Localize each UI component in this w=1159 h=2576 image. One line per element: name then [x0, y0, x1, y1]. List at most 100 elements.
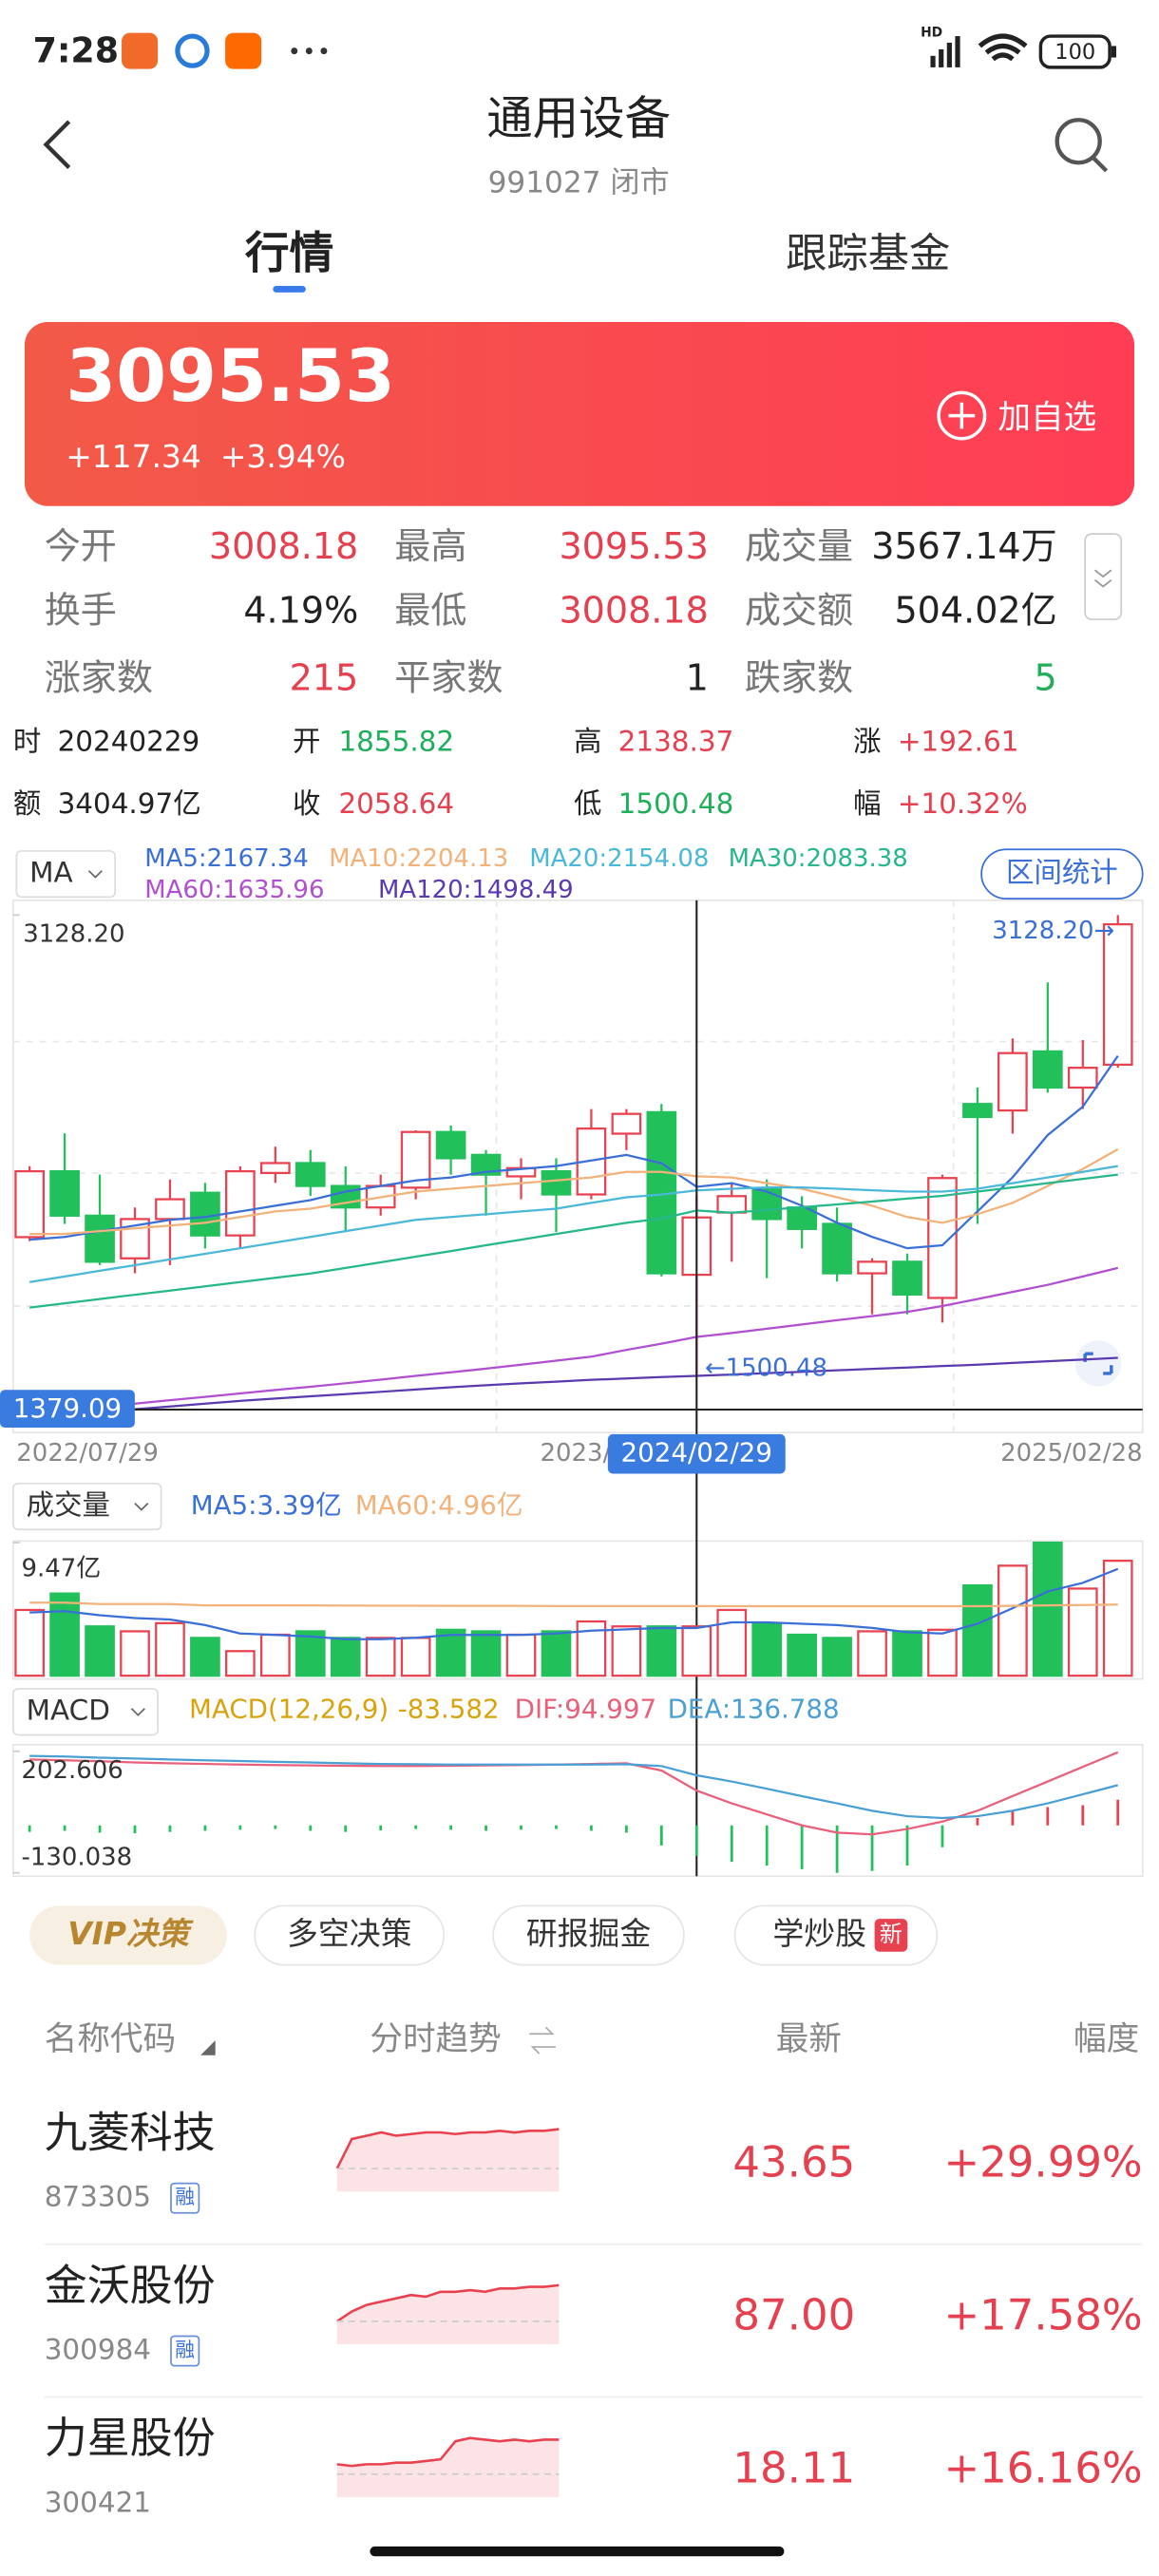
- indicator-selector[interactable]: [15, 850, 116, 899]
- stock-change: +29.99%: [943, 2137, 1142, 2188]
- macd-title: MACD(12,26,9): [189, 1694, 389, 1725]
- search-button[interactable]: [1054, 118, 1102, 165]
- price-panel: [11, 899, 1144, 1434]
- candle-body: [120, 1218, 150, 1260]
- info-label: 额: [13, 787, 41, 820]
- ma-line: [28, 1165, 1118, 1283]
- add-watchlist[interactable]: 加自选: [998, 399, 1096, 437]
- list-header[interactable]: 名称代码: [45, 2020, 176, 2058]
- stock-name[interactable]: 金沃股份: [45, 2260, 216, 2310]
- stat-value: 3567.14万: [871, 525, 1056, 567]
- candle-body: [225, 1169, 256, 1237]
- stat-label: 跌家数: [745, 657, 853, 699]
- volume-bar: [470, 1630, 502, 1677]
- volume-bar: [155, 1621, 185, 1677]
- list-header[interactable]: 分时趋势: [370, 2020, 501, 2058]
- info-value: 1855.82: [338, 725, 454, 757]
- switch-icon: [529, 2026, 556, 2055]
- volume-bar: [822, 1637, 852, 1677]
- macd-plot: [28, 1751, 1120, 1873]
- volume-bar: [1102, 1560, 1133, 1677]
- sparkline-area: [336, 2284, 560, 2345]
- indicator-name: 成交量: [27, 1489, 110, 1522]
- home-indicator: [370, 2546, 785, 2557]
- indicator-selector[interactable]: [11, 1688, 159, 1736]
- price-percent: +3.94%: [220, 438, 346, 475]
- battery-tip: [1111, 46, 1117, 58]
- candle-body: [1102, 922, 1133, 1067]
- sparkline: [336, 2436, 560, 2468]
- volume-bar: [14, 1608, 45, 1677]
- info-label: 时: [13, 725, 41, 757]
- stock-name[interactable]: 九菱科技: [45, 2107, 216, 2157]
- volume-bar: [716, 1608, 748, 1677]
- list-header[interactable]: 幅度: [1074, 2020, 1139, 2058]
- candle-body: [857, 1260, 887, 1275]
- indicator-name: MA: [29, 857, 73, 889]
- back-button[interactable]: [43, 120, 71, 169]
- app-icon: [122, 32, 159, 69]
- volume-bar: [611, 1625, 642, 1677]
- decision-button[interactable]: [492, 1904, 685, 1966]
- volume-bar: [225, 1650, 256, 1677]
- volume-bar: [646, 1625, 677, 1677]
- add-plus: [948, 402, 976, 429]
- legend-entry: MA10:2204.13: [329, 844, 508, 873]
- info-value: 3404.97亿: [58, 787, 201, 820]
- indicator-selector[interactable]: [11, 1482, 162, 1531]
- tab[interactable]: 行情: [245, 228, 333, 279]
- y-tick-label: 3128.20: [23, 920, 124, 949]
- stat-value: 5: [1034, 657, 1056, 699]
- info-value: 2138.37: [618, 725, 734, 757]
- info-value: 1500.48: [618, 787, 734, 820]
- stock-code: 873305: [45, 2181, 151, 2213]
- stat-label: 成交额: [745, 590, 853, 632]
- margin-tag-label: 融: [175, 2339, 195, 2361]
- volume-ma-line: [29, 1601, 1118, 1608]
- zoom-icon: [1083, 1352, 1113, 1375]
- tab-indicator: [273, 285, 306, 293]
- legend-entry: MA60:1635.96: [144, 876, 324, 904]
- volume-bar: [400, 1637, 431, 1677]
- crosshair-date-box: [607, 1433, 786, 1474]
- stock-code: 300984: [45, 2334, 151, 2366]
- stat-label: 平家数: [394, 657, 503, 699]
- battery-icon: [1038, 34, 1112, 69]
- volume-bar: [365, 1637, 396, 1677]
- volume-bar: [1032, 1541, 1063, 1677]
- legend-entry: MA60:4.96亿: [355, 1489, 523, 1521]
- zoom-button[interactable]: [1074, 1340, 1122, 1387]
- add-icon[interactable]: [937, 390, 987, 441]
- info-value: 20240229: [58, 725, 200, 757]
- crosshair-value: 1379.09: [13, 1392, 122, 1424]
- range-stats-button[interactable]: [980, 848, 1144, 900]
- candle-body: [49, 1169, 80, 1217]
- volume-bar: [190, 1637, 220, 1677]
- price-change: +117.34: [66, 438, 201, 475]
- tab[interactable]: 跟踪基金: [786, 230, 950, 277]
- list-header[interactable]: 最新: [776, 2020, 842, 2058]
- info-label: 高: [574, 725, 601, 757]
- decision-button[interactable]: [254, 1904, 446, 1966]
- candle-body: [400, 1130, 431, 1189]
- volume-ma-line: [29, 1567, 1119, 1640]
- app-icon: [225, 32, 262, 69]
- volume-bar: [681, 1625, 712, 1677]
- app-icon: [175, 33, 210, 68]
- decision-button[interactable]: [29, 1905, 227, 1965]
- collapse-button[interactable]: [1084, 533, 1123, 620]
- stock-name[interactable]: 力星股份: [45, 2413, 216, 2463]
- stat-value: 3008.18: [559, 590, 708, 632]
- crosshair-date: 2024/02/29: [621, 1437, 773, 1468]
- stock-price: 18.11: [732, 2442, 855, 2492]
- dropdown-icon: [87, 870, 103, 879]
- legend-entry: DIF:94.997: [515, 1694, 656, 1725]
- range-stats-label: 区间统计: [1006, 857, 1118, 889]
- ma-line: [29, 1266, 1119, 1413]
- volume-plot: [14, 1541, 1133, 1677]
- volume-bar: [751, 1621, 783, 1677]
- info-value: +10.32%: [898, 787, 1028, 820]
- margin-tag: [170, 2335, 200, 2367]
- sparkline-area: [336, 2437, 560, 2497]
